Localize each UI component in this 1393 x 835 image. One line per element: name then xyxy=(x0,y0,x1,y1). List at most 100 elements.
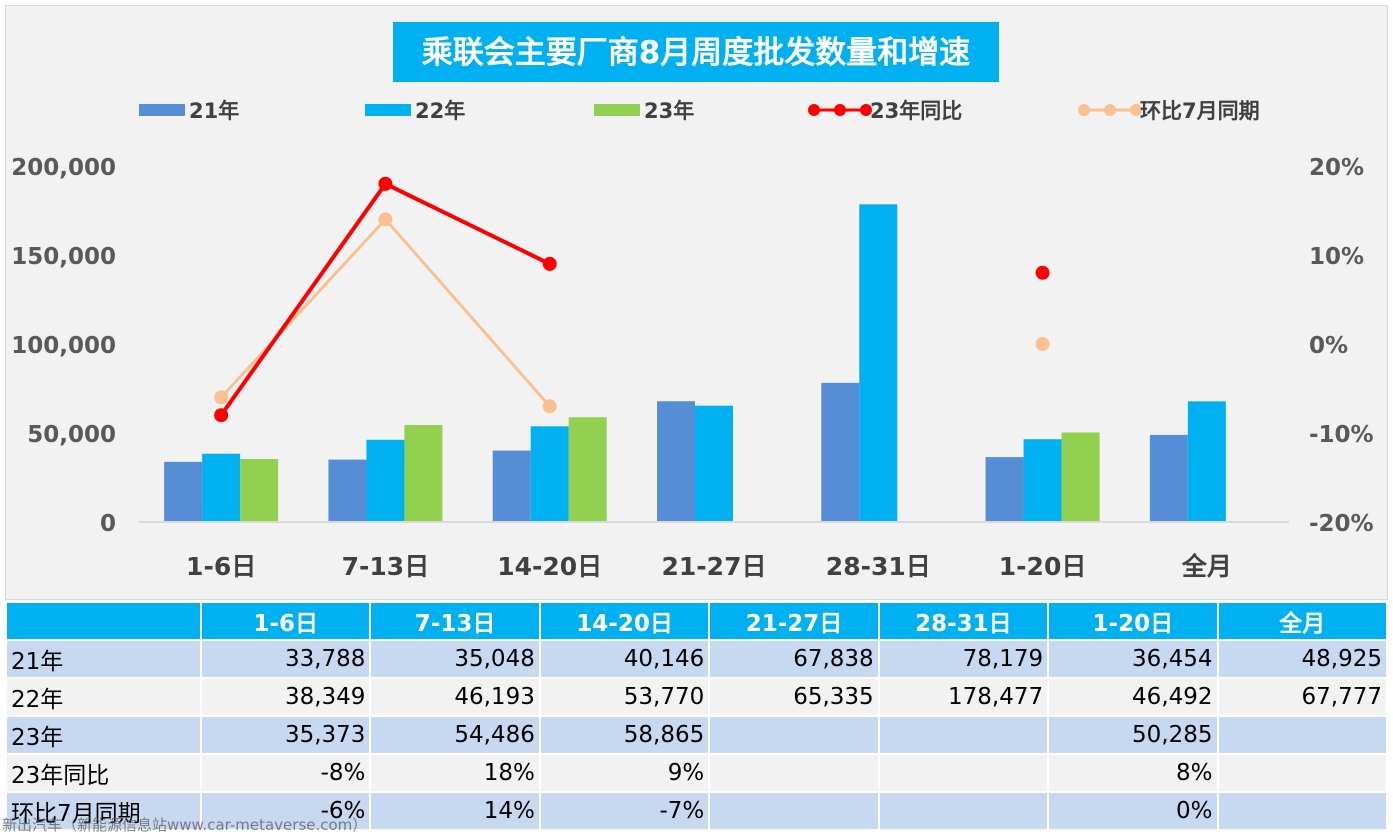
table-cell xyxy=(1218,793,1386,831)
table-row-22: 22年 38,349 46,193 53,770 65,335 178,477 … xyxy=(7,679,1386,717)
line-point xyxy=(542,256,557,271)
table-header-cell: 7-13日 xyxy=(371,603,539,641)
table-cell: -8% xyxy=(202,755,370,793)
y-axis-right-tick: 20% xyxy=(1309,155,1364,181)
row-label: 环比7月同期 xyxy=(7,793,200,831)
legend-swatch xyxy=(139,104,185,116)
legend-marker xyxy=(860,104,872,116)
table-header-cell: 1-20日 xyxy=(1049,603,1217,641)
table-cell xyxy=(1218,717,1386,755)
table-cell: 58,865 xyxy=(540,717,709,755)
bar xyxy=(1187,401,1226,522)
x-axis-tick: 21-27日 xyxy=(662,552,767,581)
table-row-yoy: 23年同比 -8% 18% 9% 8% xyxy=(7,755,1386,793)
line-point xyxy=(1035,337,1050,351)
bar xyxy=(404,425,443,522)
table-cell: -7% xyxy=(540,793,709,831)
legend-marker xyxy=(1130,104,1142,116)
table-header-cell: 全月 xyxy=(1218,603,1386,641)
line-point xyxy=(214,408,229,423)
chart-area: 乘联会主要厂商8月周度批发数量和增速 21年 22年 23年 23年同比 环比7月同期 0 5… xyxy=(5,5,1388,600)
table-cell: 78,179 xyxy=(879,641,1048,679)
table-cell xyxy=(710,717,878,755)
chart-title: 乘联会主要厂商8月周度批发数量和增速 xyxy=(422,35,971,71)
table-cell: 35,048 xyxy=(371,641,539,679)
table-header-row: 1-6日 7-13日 14-20日 21-27日 28-31日 1-20日 全月 xyxy=(7,603,1386,641)
bar xyxy=(821,382,860,522)
line-point xyxy=(214,390,229,405)
x-axis-tick: 28-31日 xyxy=(826,552,931,581)
table-cell: 67,838 xyxy=(710,641,878,679)
legend-label: 23年 xyxy=(644,99,694,123)
table-header-cell: 21-27日 xyxy=(710,603,878,641)
table-row-23: 23年 35,373 54,486 58,865 50,285 xyxy=(7,717,1386,755)
legend-label: 22年 xyxy=(415,99,465,123)
combo-chart: 乘联会主要厂商8月周度批发数量和增速 21年 22年 23年 23年同比 环比7月同期 0 5… xyxy=(11,22,1374,581)
table-cell: 9% xyxy=(540,755,709,793)
table-cell: 50,285 xyxy=(1049,717,1217,755)
table-cell: 18% xyxy=(371,755,539,793)
table-cell: 65,335 xyxy=(710,679,878,717)
table-cell xyxy=(879,793,1048,831)
legend-swatch xyxy=(365,104,411,116)
x-axis-tick: 14-20日 xyxy=(497,552,602,581)
table-cell: 54,486 xyxy=(371,717,539,755)
bar xyxy=(530,426,569,522)
row-label: 23年 xyxy=(7,717,200,755)
bar xyxy=(1061,432,1100,522)
x-axis-tick: 7-13日 xyxy=(342,552,430,581)
y-axis-left-tick: 200,000 xyxy=(11,155,116,181)
x-axis-tick: 全月 xyxy=(1181,552,1232,581)
y-axis-left-tick: 0 xyxy=(100,511,116,537)
table-cell: 40,146 xyxy=(540,641,709,679)
x-axis-tick: 1-20日 xyxy=(999,552,1087,581)
bar xyxy=(164,461,203,522)
bar xyxy=(695,405,733,522)
legend-label: 环比7月同期 xyxy=(1140,99,1260,123)
table-cell: 48,925 xyxy=(1218,641,1386,679)
table-cell xyxy=(879,717,1048,755)
table-cell: 14% xyxy=(371,793,539,831)
table-cell: 178,477 xyxy=(879,679,1048,717)
table-cell xyxy=(710,793,878,831)
series-line xyxy=(220,217,551,408)
table-cell: 36,454 xyxy=(1049,641,1217,679)
row-label: 23年同比 xyxy=(7,755,200,793)
table-cell xyxy=(879,755,1048,793)
chart-title-box xyxy=(393,22,999,82)
table-cell: 67,777 xyxy=(1218,679,1386,717)
bar xyxy=(202,453,241,522)
table-row-21: 21年 33,788 35,048 40,146 67,838 78,179 3… xyxy=(7,641,1386,679)
line-point xyxy=(542,399,557,414)
table-cell: 8% xyxy=(1049,755,1217,793)
legend-swatch xyxy=(594,104,640,116)
table-cell: -6% xyxy=(202,793,370,831)
bar xyxy=(1149,434,1188,522)
table-header-corner xyxy=(7,603,200,641)
y-axis-right-tick: -10% xyxy=(1309,422,1374,448)
legend-label: 21年 xyxy=(189,99,239,123)
table-row-mom: 环比7月同期 -6% 14% -7% 0% xyxy=(7,793,1386,831)
watermark: 新出汽车（新能源信息站www.car-metaverse.com） xyxy=(2,816,368,834)
table-cell: 38,349 xyxy=(202,679,370,717)
legend-label: 23年同比 xyxy=(870,99,962,123)
bar xyxy=(568,417,607,522)
bar xyxy=(240,459,279,522)
legend-marker xyxy=(834,104,846,116)
table-header-cell: 14-20日 xyxy=(540,603,709,641)
line-point xyxy=(378,212,393,227)
bar xyxy=(985,457,1024,522)
row-label: 21年 xyxy=(7,641,200,679)
bar xyxy=(657,401,695,522)
table-cell: 35,373 xyxy=(202,717,370,755)
table-cell: 46,492 xyxy=(1049,679,1217,717)
y-axis-right-tick: 0% xyxy=(1309,333,1348,359)
table-cell: 0% xyxy=(1049,793,1217,831)
legend-marker xyxy=(1078,104,1090,116)
row-label: 22年 xyxy=(7,679,200,717)
table-header-cell: 1-6日 xyxy=(202,603,370,641)
legend-marker xyxy=(1104,104,1116,116)
legend-marker xyxy=(808,104,820,116)
x-axis-tick: 1-6日 xyxy=(186,552,256,581)
table-cell xyxy=(710,755,878,793)
